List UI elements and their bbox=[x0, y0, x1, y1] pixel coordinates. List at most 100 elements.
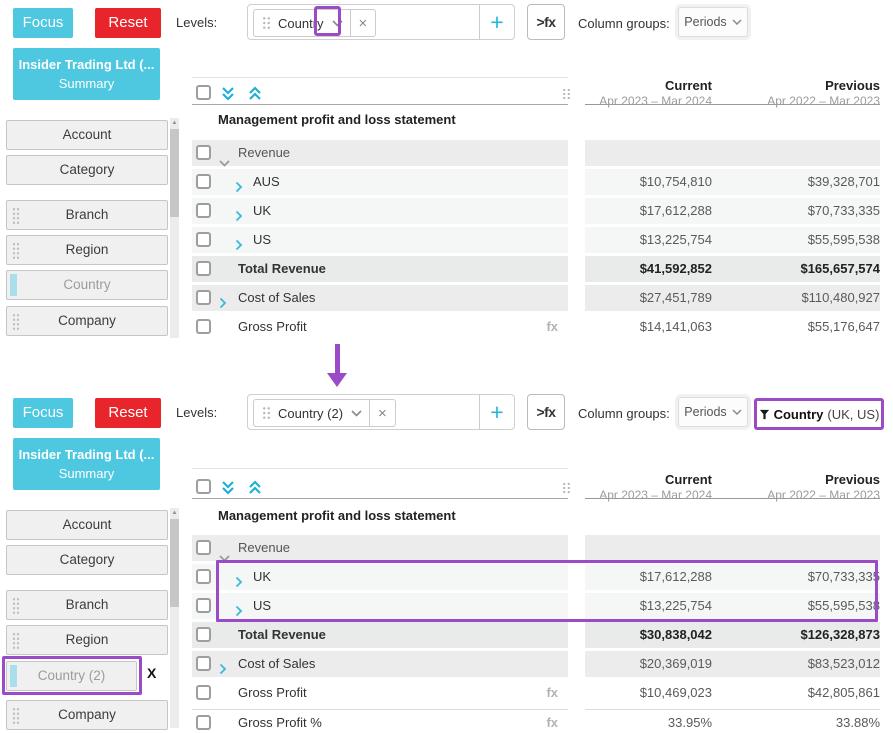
table-header-row bbox=[192, 478, 571, 500]
sidebar-item-category[interactable]: Category bbox=[6, 545, 168, 575]
sidebar-item-category[interactable]: Category bbox=[6, 155, 168, 185]
sidebar-item-region[interactable]: Region bbox=[6, 235, 168, 265]
current-value: $13,225,754 bbox=[639, 598, 712, 613]
sidebar-item-branch[interactable]: Branch bbox=[6, 200, 168, 230]
sidebar-item-country[interactable]: Country (2) bbox=[6, 661, 137, 691]
row-label: Cost of Sales bbox=[238, 290, 316, 305]
previous-value: $70,733,335 bbox=[807, 203, 880, 218]
select-all-checkbox[interactable] bbox=[196, 85, 211, 100]
divider bbox=[192, 104, 568, 105]
scroll-up-icon[interactable]: ▲ bbox=[171, 120, 178, 126]
company-summary-tile[interactable]: Insider Trading Ltd (... Summary bbox=[13, 438, 160, 490]
column-header-current: Current Apr 2023 – Mar 2024 bbox=[599, 78, 712, 108]
scroll-up-icon[interactable]: ▲ bbox=[171, 510, 178, 516]
collapse-all-icon[interactable] bbox=[248, 480, 262, 500]
expand-all-icon[interactable] bbox=[221, 86, 235, 106]
chevron-right-icon[interactable] bbox=[219, 658, 227, 684]
levels-container: Country × + bbox=[247, 4, 515, 40]
fx-button[interactable]: >fx bbox=[527, 4, 565, 40]
fx-icon: fx bbox=[546, 715, 558, 730]
current-value: $41,592,852 bbox=[639, 261, 712, 276]
periods-dropdown[interactable]: Periods bbox=[678, 7, 748, 37]
row-label: Gross Profit bbox=[238, 685, 307, 700]
drag-handle-icon[interactable] bbox=[262, 406, 271, 420]
sidebar-scrollbar[interactable]: ▲ bbox=[170, 118, 179, 338]
column-groups-label: Column groups: bbox=[578, 16, 670, 31]
level-pill-country[interactable]: Country (2) × bbox=[253, 399, 396, 427]
row-checkbox[interactable] bbox=[196, 685, 211, 700]
drag-handle-icon[interactable] bbox=[562, 482, 571, 493]
sidebar-item-country[interactable]: Country bbox=[6, 270, 168, 300]
sidebar-item-company[interactable]: Company bbox=[6, 700, 168, 730]
close-icon[interactable]: × bbox=[369, 400, 395, 426]
row-checkbox[interactable] bbox=[196, 319, 211, 334]
chevron-right-icon[interactable] bbox=[235, 600, 243, 626]
previous-value: $126,328,873 bbox=[800, 627, 880, 642]
sidebar-item-label: Branch bbox=[65, 207, 109, 222]
level-pill-country[interactable]: Country × bbox=[253, 9, 377, 37]
row-checkbox[interactable] bbox=[196, 174, 211, 189]
table-row-uk: UK $17,612,288 $70,733,335 bbox=[192, 564, 880, 590]
sidebar-item-company[interactable]: Company bbox=[6, 306, 168, 336]
row-checkbox[interactable] bbox=[196, 569, 211, 584]
company-summary-tile[interactable]: Insider Trading Ltd (... Summary bbox=[13, 48, 160, 100]
country-filter-chip[interactable]: Country (UK, US) bbox=[754, 398, 884, 430]
current-value: $10,754,810 bbox=[639, 174, 712, 189]
fx-button[interactable]: >fx bbox=[527, 394, 565, 430]
chevron-right-icon[interactable] bbox=[235, 234, 243, 260]
drag-handle-icon bbox=[12, 632, 20, 650]
row-checkbox[interactable] bbox=[196, 715, 211, 730]
row-checkbox[interactable] bbox=[196, 598, 211, 613]
row-checkbox[interactable] bbox=[196, 261, 211, 276]
chevron-down-icon[interactable] bbox=[349, 409, 369, 417]
expand-all-icon[interactable] bbox=[221, 480, 235, 500]
current-value: $14,141,063 bbox=[639, 319, 712, 334]
add-level-button[interactable]: + bbox=[479, 5, 514, 39]
chevron-right-icon[interactable] bbox=[235, 571, 243, 597]
scrollbar-thumb[interactable] bbox=[170, 519, 179, 607]
sidebar-item-label: Region bbox=[65, 632, 109, 647]
row-checkbox[interactable] bbox=[196, 203, 211, 218]
statement-table: Current Apr 2023 – Mar 2024 Previous Apr… bbox=[192, 390, 880, 733]
statement-title: Management profit and loss statement bbox=[218, 508, 456, 523]
close-icon[interactable]: × bbox=[349, 10, 376, 36]
focus-button[interactable]: Focus bbox=[13, 398, 73, 428]
divider bbox=[192, 77, 568, 78]
statement-title: Management profit and loss statement bbox=[218, 112, 456, 127]
table-rows: Revenue AUS $10,754,810 $39,328,701 UK $1… bbox=[192, 140, 880, 343]
chevron-right-icon[interactable] bbox=[235, 205, 243, 231]
chevron-down-icon[interactable] bbox=[219, 150, 230, 176]
remove-level-button[interactable]: X bbox=[147, 665, 157, 681]
scrollbar-thumb[interactable] bbox=[170, 129, 179, 217]
sidebar-item-region[interactable]: Region bbox=[6, 625, 168, 655]
chevron-right-icon[interactable] bbox=[235, 176, 243, 202]
reset-button[interactable]: Reset bbox=[95, 398, 161, 428]
periods-dropdown[interactable]: Periods bbox=[678, 397, 748, 427]
row-checkbox[interactable] bbox=[196, 232, 211, 247]
drag-handle-icon[interactable] bbox=[262, 16, 271, 30]
sidebar-item-account[interactable]: Account bbox=[6, 120, 168, 150]
chevron-right-icon[interactable] bbox=[219, 292, 227, 318]
row-label: Gross Profit % bbox=[238, 715, 322, 730]
row-label: Total Revenue bbox=[238, 627, 326, 642]
row-checkbox[interactable] bbox=[196, 145, 211, 160]
drag-handle-icon[interactable] bbox=[562, 88, 571, 99]
sidebar-item-account[interactable]: Account bbox=[6, 510, 168, 540]
current-value: $30,838,042 bbox=[639, 627, 712, 642]
sidebar-item-branch[interactable]: Branch bbox=[6, 590, 168, 620]
row-checkbox[interactable] bbox=[196, 290, 211, 305]
collapse-all-icon[interactable] bbox=[248, 86, 262, 106]
focus-button[interactable]: Focus bbox=[13, 8, 73, 38]
row-checkbox[interactable] bbox=[196, 540, 211, 555]
add-level-button[interactable]: + bbox=[479, 395, 514, 429]
levels-label: Levels: bbox=[176, 15, 218, 30]
select-all-checkbox[interactable] bbox=[196, 479, 211, 494]
column-period: Apr 2022 – Mar 2023 bbox=[767, 94, 880, 108]
row-checkbox[interactable] bbox=[196, 656, 211, 671]
row-checkbox[interactable] bbox=[196, 627, 211, 642]
sidebar-scrollbar[interactable]: ▲ bbox=[170, 508, 179, 728]
previous-value: $39,328,701 bbox=[807, 174, 880, 189]
reset-button[interactable]: Reset bbox=[95, 8, 161, 38]
sidebar-item-label: Company bbox=[58, 313, 116, 328]
